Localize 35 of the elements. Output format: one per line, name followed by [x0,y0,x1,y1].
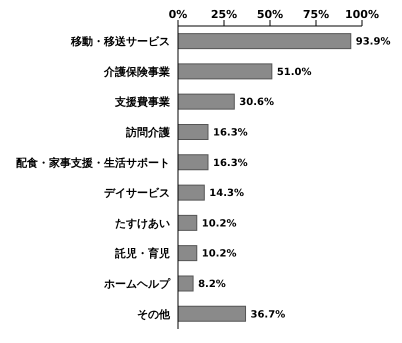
x-tick-label: 100% [345,8,379,21]
x-tick-label: 0% [168,8,188,21]
data-label: 16.3% [212,128,248,139]
bar [178,63,272,80]
y-tick-label: 託児・育児 [114,247,170,260]
bar [178,154,208,170]
data-label: 10.2% [202,218,236,230]
y-tick-label: たすけあい [115,216,170,230]
y-tick-label: 支援費事業 [114,96,170,109]
bar [178,124,208,140]
y-tick-label: 配食・家事支援・生活サポート [16,156,170,170]
data-label: 51.0% [276,66,312,78]
y-tick-label: 移動・移送サービス [70,35,170,48]
bar [178,214,198,231]
y-tick-label: ホームヘルプ [103,277,171,290]
bar [178,245,198,262]
y-tick-label: 訪問介護 [125,126,170,139]
bar [178,33,352,50]
data-label: 30.6% [239,97,274,108]
bar [178,306,246,322]
data-label: 10.2% [202,248,236,260]
x-tick-label: 75% [302,8,330,21]
data-label: 93.9% [356,36,390,48]
bar [178,94,235,110]
x-tick-label: 25% [210,8,238,21]
y-tick-label: その他 [137,308,171,321]
data-label: 16.3% [212,158,248,169]
y-tick-label: デイサービス [104,186,170,200]
data-label: 36.7% [250,309,286,320]
y-tick-label: 介護保険事業 [103,65,170,78]
data-label: 14.3% [209,188,244,200]
bar [178,184,205,201]
x-tick-label: 50% [256,8,284,21]
bar [178,275,194,292]
data-label: 8.2% [198,279,226,290]
